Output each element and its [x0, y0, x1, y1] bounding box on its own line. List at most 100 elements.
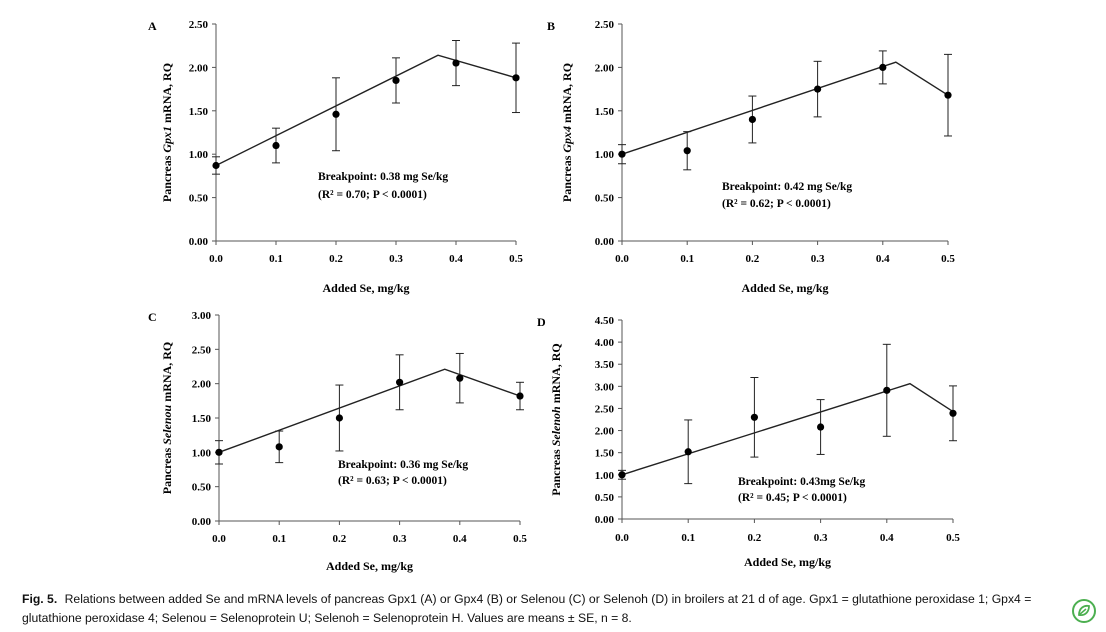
chart-panel-b: B 0.00 0.50 1.00 1.50 2.00 2.50 0.0 0.1 0.2 0.3 0.4…	[547, 19, 955, 295]
x-tick-label: 0.1	[681, 532, 695, 544]
chart-panel-a: A 0.00 0.50 1.00 1.50 2.00 2.50 0.0 0.1 0.2 0.3 0.4…	[148, 19, 523, 295]
y-axis-title-part: Pancreas	[160, 445, 174, 494]
y-tick-label: 0.00	[595, 514, 615, 526]
x-tick-label: 0.1	[269, 253, 283, 265]
data-point	[748, 115, 757, 124]
x-tick-label: 0.3	[814, 532, 828, 544]
figure: A 0.00 0.50 1.00 1.50 2.00 2.50 0.0 0.1 0.2 0.3 0.4…	[148, 19, 960, 573]
panel-letter: C	[148, 310, 157, 324]
data-point	[944, 91, 952, 99]
x-tick-label: 0.1	[680, 253, 694, 265]
y-axis-title: Pancreas Selenou mRNA, RQ	[160, 342, 174, 494]
data-point	[396, 378, 404, 386]
fit-line	[621, 382, 954, 476]
y-tick-label: 1.00	[595, 149, 615, 161]
fit-line	[218, 368, 521, 453]
data-point	[275, 443, 283, 451]
data-point	[335, 414, 343, 422]
y-axis-title: Pancreas Gpx4 mRNA, RQ	[560, 63, 574, 202]
y-tick-label: 2.00	[595, 426, 615, 438]
breakpoint-annotation: Breakpoint: 0.43mg Se/kg	[738, 476, 866, 488]
caption-label: Fig. 5.	[22, 592, 58, 606]
stats-annotation: (R² = 0.63; P < 0.0001)	[338, 475, 447, 487]
y-tick-label: 1.50	[192, 413, 212, 425]
stats-annotation: (R² = 0.70; P < 0.0001)	[318, 189, 427, 201]
x-axis-title: Added Se, mg/kg	[326, 559, 413, 573]
figure-caption: Fig. 5. Relations between added Se and m…	[22, 590, 1082, 628]
data-point	[512, 74, 520, 82]
data-point	[272, 141, 280, 150]
y-tick-label: 0.00	[192, 516, 212, 528]
leaf-badge-icon[interactable]	[1072, 599, 1096, 623]
gene-name: Selenou	[160, 404, 174, 444]
x-tick-label: 0.2	[748, 532, 762, 544]
x-tick-label: 0.0	[209, 253, 223, 265]
data-point	[814, 85, 822, 93]
stats-annotation: (R² = 0.62; P < 0.0001)	[722, 198, 831, 210]
y-tick-label: 3.50	[595, 359, 615, 371]
x-tick-label: 0.0	[615, 532, 629, 544]
data-point	[392, 76, 400, 85]
x-tick-label: 0.3	[389, 253, 403, 265]
data-point	[683, 147, 691, 155]
breakpoint-annotation: Breakpoint: 0.38 mg Se/kg	[318, 171, 448, 183]
y-tick-label: 2.00	[595, 62, 615, 74]
panel-letter: D	[537, 315, 546, 329]
data-point	[817, 423, 825, 431]
y-tick-label: 1.00	[192, 447, 212, 459]
y-tick-label: 2.00	[192, 379, 212, 391]
x-tick-label: 0.5	[509, 253, 523, 265]
y-axis-title-part: mRNA, RQ	[160, 63, 174, 126]
data-point	[456, 374, 464, 382]
y-tick-label: 1.50	[595, 106, 615, 118]
chart-panel-d: D 0.00 0.50 1.00 1.50 2.00 2.50 3.00 3.50 4.00 4.5…	[537, 315, 960, 569]
x-axis-title: Added Se, mg/kg	[741, 281, 828, 295]
y-tick-label: 3.00	[595, 381, 615, 393]
y-tick-label: 2.50	[192, 344, 212, 356]
panel-letter: B	[547, 19, 555, 33]
y-axis-title-part: mRNA, RQ	[160, 342, 174, 405]
y-axis-title: Pancreas Gpx1 mRNA, RQ	[160, 63, 174, 202]
x-tick-label: 0.4	[880, 532, 894, 544]
data-point	[883, 386, 891, 394]
x-tick-label: 0.3	[393, 533, 407, 545]
y-tick-label: 0.50	[189, 193, 209, 205]
data-point	[750, 413, 759, 421]
y-tick-label: 2.00	[189, 62, 209, 74]
data-point	[452, 59, 460, 67]
breakpoint-annotation: Breakpoint: 0.36 mg Se/kg	[338, 459, 468, 471]
y-tick-label: 1.00	[595, 470, 615, 482]
gene-name: Gpx1	[160, 126, 174, 153]
y-tick-label: 0.50	[595, 492, 615, 504]
x-tick-label: 0.2	[329, 253, 343, 265]
x-tick-label: 0.5	[941, 253, 955, 265]
data-point	[212, 161, 220, 170]
fit-line	[215, 54, 517, 167]
y-axis-title: Pancreas Selenoh mRNA, RQ	[549, 343, 563, 495]
x-axis-title: Added Se, mg/kg	[744, 555, 831, 569]
y-tick-label: 4.00	[595, 337, 615, 349]
x-tick-label: 0.3	[811, 253, 825, 265]
x-tick-label: 0.0	[615, 253, 629, 265]
y-axis-title-part: Pancreas	[560, 153, 574, 202]
y-tick-label: 4.50	[595, 315, 615, 327]
caption-text: Relations between added Se and mRNA leve…	[22, 592, 1032, 625]
gene-name: Selenoh	[549, 406, 563, 446]
y-tick-label: 2.50	[189, 19, 209, 31]
x-tick-label: 0.2	[746, 253, 760, 265]
data-point	[332, 110, 340, 118]
y-tick-label: 1.50	[595, 448, 615, 460]
x-tick-label: 0.5	[946, 532, 960, 544]
data-point	[879, 63, 887, 71]
data-point	[618, 150, 626, 158]
y-tick-label: 3.00	[192, 310, 212, 322]
data-point	[684, 448, 692, 456]
gene-name: Gpx4	[560, 126, 574, 153]
chart-panel-c: C 0.00 0.50 1.00 1.50 2.00 2.50 3.00 0.0 0.1 0.2 0.…	[148, 310, 527, 573]
x-axis-title: Added Se, mg/kg	[322, 281, 409, 295]
x-tick-label: 0.4	[876, 253, 890, 265]
y-tick-label: 2.50	[595, 403, 615, 415]
y-tick-label: 1.00	[189, 149, 209, 161]
stats-annotation: (R² = 0.45; P < 0.0001)	[738, 492, 847, 504]
x-tick-label: 0.0	[212, 533, 226, 545]
